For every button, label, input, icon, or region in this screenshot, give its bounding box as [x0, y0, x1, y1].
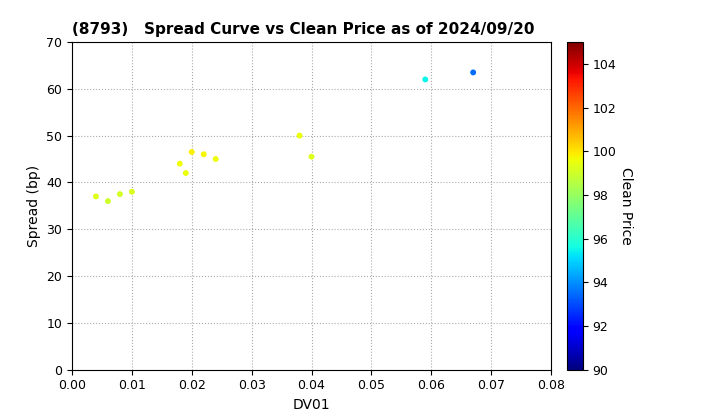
Y-axis label: Clean Price: Clean Price	[619, 167, 633, 245]
Point	[420, 76, 431, 83]
Point	[294, 132, 305, 139]
Point	[198, 151, 210, 158]
Point	[114, 191, 126, 197]
Point	[174, 160, 186, 167]
Point	[126, 189, 138, 195]
Point	[306, 153, 318, 160]
Point	[210, 156, 222, 163]
Point	[186, 149, 197, 155]
Y-axis label: Spread (bp): Spread (bp)	[27, 165, 41, 247]
Point	[180, 170, 192, 176]
Point	[102, 198, 114, 205]
X-axis label: DV01: DV01	[293, 398, 330, 412]
Point	[90, 193, 102, 200]
Text: (8793)   Spread Curve vs Clean Price as of 2024/09/20: (8793) Spread Curve vs Clean Price as of…	[72, 22, 534, 37]
Point	[467, 69, 479, 76]
